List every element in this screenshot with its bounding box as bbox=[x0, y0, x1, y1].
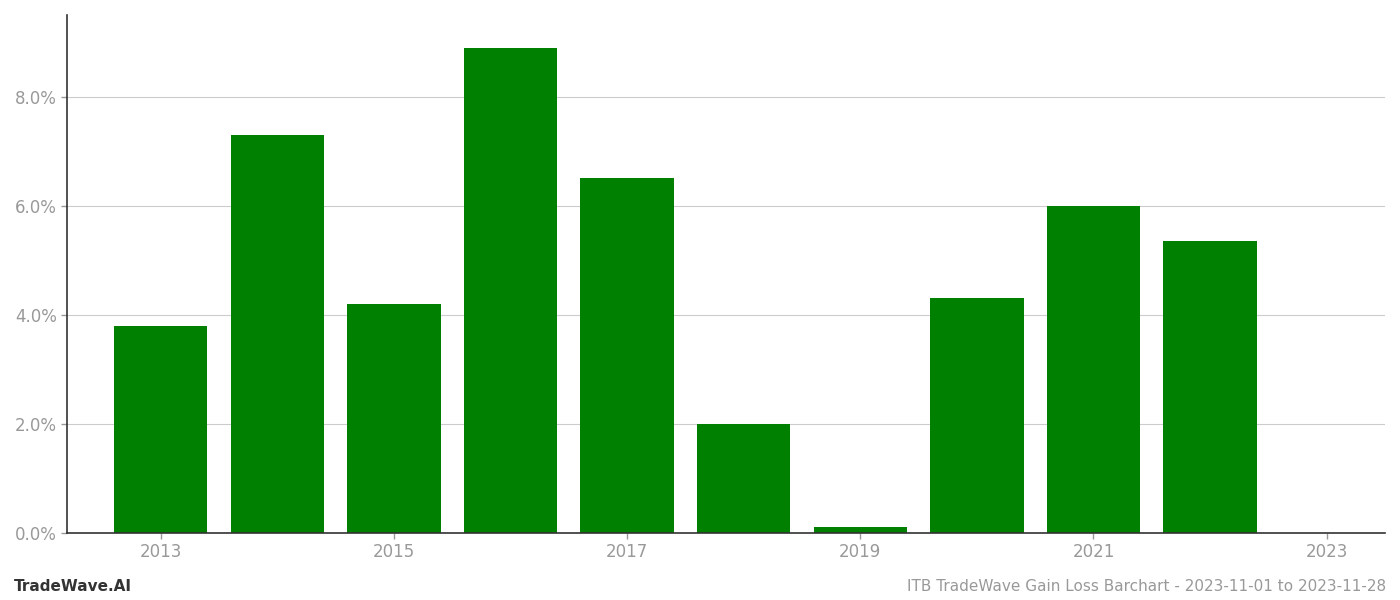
Bar bbox=[1163, 241, 1257, 533]
Text: ITB TradeWave Gain Loss Barchart - 2023-11-01 to 2023-11-28: ITB TradeWave Gain Loss Barchart - 2023-… bbox=[907, 579, 1386, 594]
Bar bbox=[1047, 206, 1140, 533]
Bar bbox=[347, 304, 441, 533]
Bar bbox=[813, 527, 907, 533]
Bar bbox=[581, 178, 673, 533]
Bar bbox=[697, 424, 791, 533]
Bar bbox=[231, 135, 323, 533]
Bar bbox=[463, 47, 557, 533]
Bar bbox=[930, 298, 1023, 533]
Bar bbox=[113, 326, 207, 533]
Text: TradeWave.AI: TradeWave.AI bbox=[14, 579, 132, 594]
